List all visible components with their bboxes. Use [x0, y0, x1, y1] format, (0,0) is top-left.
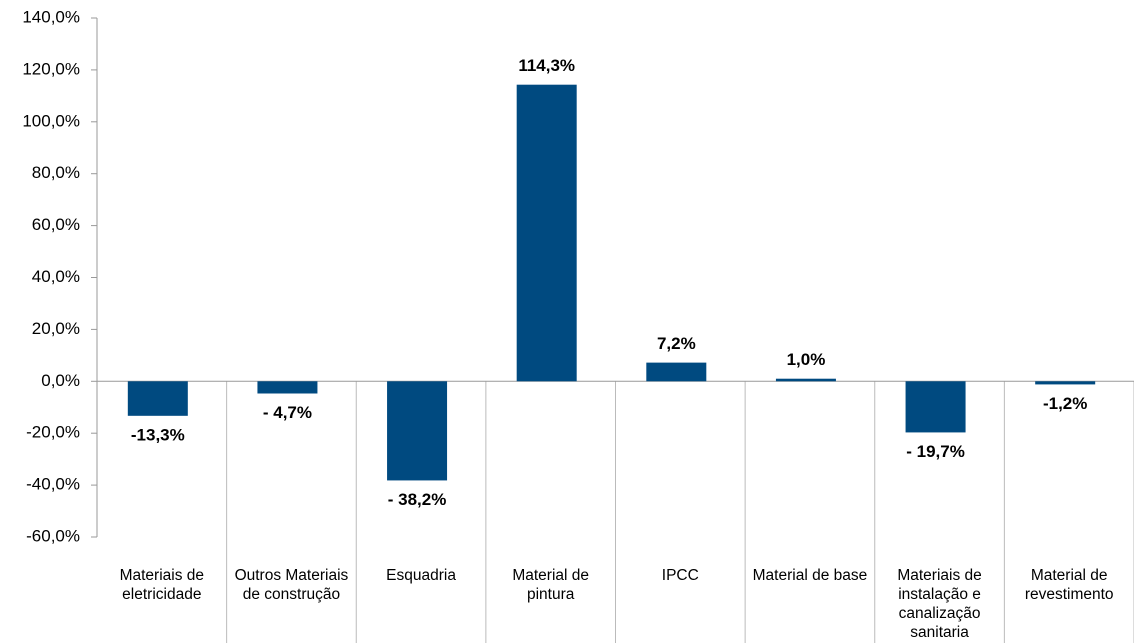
value-label: -13,3%: [131, 425, 185, 444]
bar: [1035, 381, 1096, 385]
x-tick-label: Esquadria: [386, 567, 456, 584]
y-tick-label: 20,0%: [32, 319, 80, 338]
bar: [516, 84, 577, 382]
y-tick-label: 140,0%: [22, 7, 80, 26]
bar: [646, 362, 707, 382]
x-tick-label: Material de revestimento: [1024, 567, 1114, 603]
y-tick-label: 80,0%: [32, 163, 80, 182]
bar: [905, 381, 966, 433]
value-label: - 4,7%: [263, 403, 312, 422]
y-tick-label: 40,0%: [32, 267, 80, 286]
x-tick-label: Materiais de instalação e canalização sa…: [897, 567, 982, 641]
y-tick-label: -20,0%: [26, 423, 80, 442]
bar: [775, 378, 836, 382]
x-tick-label: IPCC: [661, 567, 699, 584]
bar: [127, 381, 188, 416]
value-label: -1,2%: [1043, 394, 1087, 413]
value-label: - 19,7%: [906, 442, 965, 461]
value-label: 114,3%: [518, 56, 575, 75]
y-tick-label: 120,0%: [22, 59, 80, 78]
x-tick-label: Outros Materiais de construção: [234, 567, 349, 603]
x-tick-label: Materiais de eletricidade: [119, 567, 205, 603]
y-tick-label: 60,0%: [32, 215, 80, 234]
x-tick-label: Material de pintura: [512, 567, 590, 603]
y-tick-label: -60,0%: [26, 526, 80, 545]
bar: [257, 381, 318, 394]
bar: [387, 381, 448, 481]
x-tick-label: Material de base: [752, 567, 868, 584]
y-tick-label: -40,0%: [26, 475, 80, 494]
value-label: 7,2%: [657, 334, 696, 353]
y-tick-label: 0,0%: [41, 371, 80, 390]
value-label: - 38,2%: [388, 490, 447, 509]
y-tick-label: 100,0%: [22, 111, 80, 130]
value-label: 1,0%: [787, 350, 826, 369]
